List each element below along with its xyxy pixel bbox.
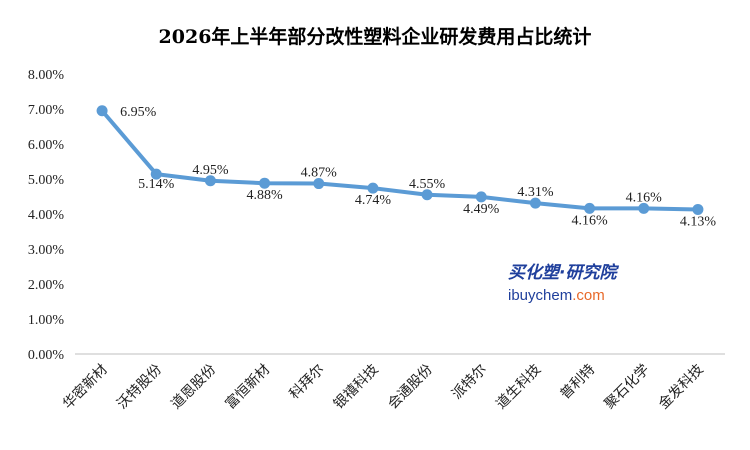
data-label: 4.13% xyxy=(680,214,717,229)
y-tick-label: 5.00% xyxy=(28,173,65,188)
y-tick-label: 2.00% xyxy=(28,278,65,293)
x-tick-label: 聚石化学 xyxy=(602,362,653,413)
x-axis: 华密新材 沃特股份 道恩股份 富恒新材 科拜尔 银禧科技 会通股份 派特尔 道生科技 普利特 聚石化… xyxy=(59,353,725,413)
x-tick-label: 银禧科技 xyxy=(331,362,382,413)
data-point xyxy=(96,105,108,117)
x-tick-label: 道生科技 xyxy=(493,362,544,413)
x-tick-label: 沃特股份 xyxy=(114,362,165,413)
data-point xyxy=(692,203,704,215)
data-label: 4.95% xyxy=(192,163,229,178)
y-tick-label: 1.00% xyxy=(28,313,65,328)
watermark-en: ibuychem.com xyxy=(508,287,605,304)
chart-title: 2026年上半年部分改性塑料企业研发费用占比统计 xyxy=(159,25,592,48)
data-point xyxy=(259,177,271,189)
watermark-cn: 买化塑·研究院 xyxy=(508,263,619,283)
data-point xyxy=(367,182,379,194)
x-tick-label: 派特尔 xyxy=(449,362,490,403)
data-labels: 6.95% 5.14% 4.95% 4.88% 4.87% 4.74% 4.55% 4.49%… xyxy=(120,105,716,230)
watermark-en-main: ibuychem xyxy=(508,287,572,304)
y-axis: 0.00% 1.00% 2.00% 3.00% 4.00% 5.00% 6.00% 7.00%… xyxy=(28,68,65,363)
data-point xyxy=(421,189,433,201)
data-label: 4.74% xyxy=(355,193,392,208)
x-tick-label: 普利特 xyxy=(557,362,598,403)
x-tick-label: 道恩股份 xyxy=(168,362,219,413)
data-point xyxy=(475,191,487,203)
data-label: 4.31% xyxy=(517,185,554,200)
data-label: 4.88% xyxy=(246,188,283,203)
series-line xyxy=(100,108,700,212)
data-label: 5.14% xyxy=(138,177,175,192)
data-label: 4.87% xyxy=(301,166,338,181)
data-label: 4.16% xyxy=(626,190,663,205)
x-tick-label: 科拜尔 xyxy=(287,362,328,403)
y-tick-label: 4.00% xyxy=(28,208,65,223)
data-label: 4.55% xyxy=(409,177,446,192)
x-tick-label: 金发科技 xyxy=(656,362,707,413)
watermark: 买化塑·研究院 ibuychem.com xyxy=(508,263,619,304)
y-tick-label: 7.00% xyxy=(28,103,65,118)
data-point xyxy=(313,178,325,190)
data-label: 4.49% xyxy=(463,202,500,217)
watermark-en-suffix: .com xyxy=(572,287,605,304)
data-point xyxy=(529,197,541,209)
y-tick-label: 0.00% xyxy=(28,348,65,363)
series-line-group xyxy=(96,105,704,215)
y-tick-label: 8.00% xyxy=(28,68,65,83)
y-tick-label: 3.00% xyxy=(28,243,65,258)
data-label: 4.16% xyxy=(571,213,608,228)
x-tick-label: 会通股份 xyxy=(385,362,436,413)
x-tick-label: 华密新材 xyxy=(59,361,111,413)
data-label: 6.95% xyxy=(120,105,157,120)
y-tick-label: 6.00% xyxy=(28,138,65,153)
data-point xyxy=(584,202,596,214)
x-tick-label: 富恒新材 xyxy=(222,361,274,413)
data-point xyxy=(638,202,650,214)
data-point xyxy=(150,168,162,180)
data-point xyxy=(204,175,216,187)
